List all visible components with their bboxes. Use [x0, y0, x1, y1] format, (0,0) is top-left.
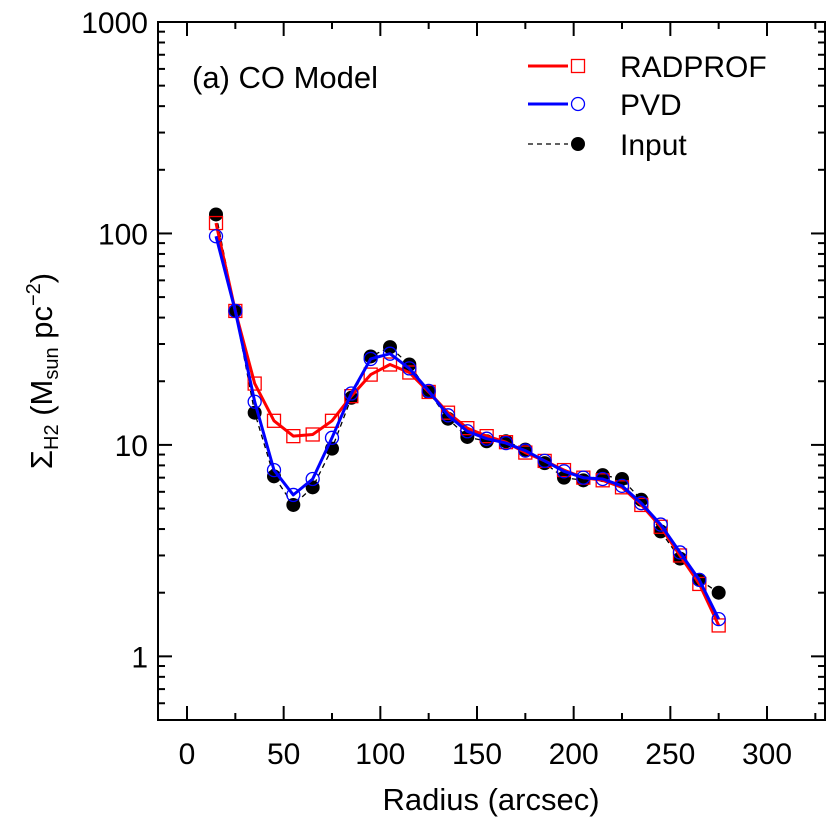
data-point-pvd [711, 611, 726, 627]
legend-marker-pvd [570, 96, 586, 112]
plot-frame [157, 21, 826, 721]
x-axis-title: Radius (arcsec) [382, 782, 599, 817]
data-point-pvd [324, 430, 340, 445]
data-point-pvd [556, 464, 572, 479]
x-tick-label: 250 [645, 738, 695, 771]
data-point-radprof [382, 357, 398, 372]
data-point-pvd [692, 572, 707, 588]
data-point-pvd [440, 408, 456, 423]
data-point-pvd [634, 496, 649, 511]
legend-marker-input [571, 137, 585, 151]
x-tick-label: 200 [549, 738, 599, 771]
y-axis-title-tail-sup: −2 [23, 283, 45, 306]
y-tick-label: 10 [115, 430, 148, 463]
data-point-pvd [537, 453, 552, 469]
data-point-radprof [305, 427, 320, 442]
series-line-input [215, 214, 720, 594]
data-point-pvd [402, 361, 417, 376]
x-tick-label: 0 [179, 738, 196, 771]
y-tick-label: 1000 [81, 7, 148, 40]
data-point-pvd [344, 386, 359, 401]
legend-label-input: Input [620, 129, 687, 162]
data-point-radprof [402, 365, 417, 380]
y-axis-title: ΣH2 (Msun pc−2) [23, 273, 63, 469]
y-axis-title-prefix: Σ [24, 450, 59, 469]
data-point-input [209, 207, 223, 222]
data-point-pvd [286, 487, 301, 503]
series-line-pvd [214, 235, 721, 620]
data-point-pvd [595, 471, 610, 487]
data-point-pvd [614, 478, 630, 494]
legend-marker-radprof [570, 58, 586, 74]
y-axis-title-tail: pc [24, 306, 59, 347]
x-tick-label: 300 [742, 738, 792, 771]
data-point-pvd [498, 435, 514, 451]
y-axis-title-mid: (M [24, 380, 59, 425]
y-axis-title-end: ) [24, 273, 59, 283]
legend-label-pvd: PVD [620, 89, 682, 122]
data-point-pvd [363, 351, 378, 367]
series-pvd [208, 229, 726, 627]
data-point-pvd [247, 394, 262, 409]
data-point-input [402, 357, 417, 372]
data-point-radprof [247, 376, 262, 391]
series-input [209, 207, 726, 600]
legend-item-input: Input [528, 129, 687, 162]
y-axis-title-mid-sub: sun [41, 347, 63, 379]
data-point-pvd [305, 471, 320, 487]
data-point-radprof [266, 413, 282, 428]
legend: RADPROF PVD Input [528, 51, 767, 162]
data-point-pvd [382, 346, 398, 361]
y-tick-label: 1 [131, 641, 148, 674]
x-tick-label: 50 [267, 738, 300, 771]
data-point-pvd [653, 517, 668, 532]
data-point-pvd [460, 424, 475, 439]
data-point-radprof [460, 421, 475, 436]
data-point-pvd [576, 470, 591, 485]
data-point-radprof [672, 548, 688, 563]
data-point-pvd [208, 229, 224, 244]
legend-label-radprof: RADPROF [620, 51, 767, 84]
data-point-radprof [286, 428, 301, 444]
data-point-pvd [518, 443, 533, 458]
y-axis-title-prefix-sub: H2 [41, 424, 63, 450]
x-tick-label: 150 [452, 738, 502, 771]
legend-item-pvd: PVD [528, 89, 682, 122]
data-point-pvd [421, 383, 436, 399]
data-point-pvd [266, 462, 282, 478]
series-layer [208, 207, 726, 633]
data-point-pvd [479, 431, 494, 446]
data-point-input [711, 585, 726, 600]
data-point-pvd [228, 303, 243, 319]
axis-ticks: 0 50 100 150 200 250 300 1 10 100 1000 [81, 7, 825, 771]
panel-label: (a) CO Model [192, 60, 378, 95]
y-tick-label: 100 [98, 218, 148, 251]
data-point-radprof [363, 367, 378, 382]
data-point-pvd [672, 545, 688, 560]
x-tick-label: 100 [355, 738, 405, 771]
data-point-input [286, 497, 301, 512]
legend-item-radprof: RADPROF [528, 51, 767, 84]
